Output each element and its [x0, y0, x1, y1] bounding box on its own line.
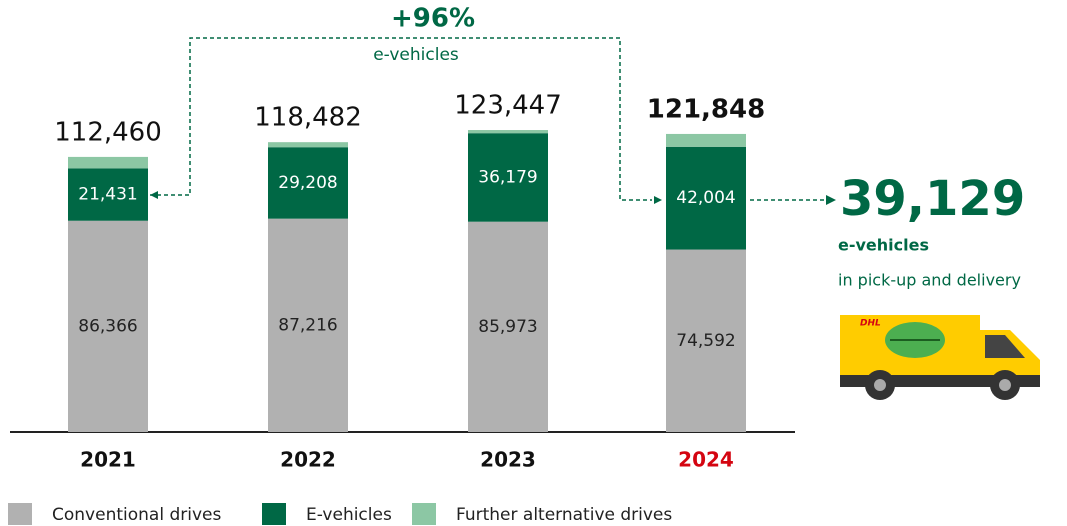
x-tick-label: 2021	[80, 448, 136, 472]
legend-label: Further alternative drives	[456, 505, 672, 525]
bar-segment	[68, 156, 148, 169]
value-label: 42,004	[676, 188, 735, 208]
count-label: 39,129	[840, 171, 1025, 227]
legend-swatch	[8, 503, 32, 525]
growth-connector	[150, 37, 652, 201]
count-detail: in pick-up and delivery	[838, 271, 1021, 290]
van-icon: DHL	[840, 315, 1040, 400]
value-label: 29,208	[278, 173, 337, 193]
bar-segment	[68, 220, 148, 432]
x-tick-label: 2024	[678, 448, 734, 472]
bar-segment	[666, 249, 746, 432]
bar-segment	[666, 133, 746, 147]
bar-segment	[468, 133, 548, 222]
arrow-head	[150, 191, 158, 199]
bar-segment	[268, 218, 348, 432]
bar-segment	[268, 147, 348, 219]
x-tick-label: 2023	[480, 448, 536, 472]
legend-swatch	[412, 503, 436, 525]
arrow-head	[654, 196, 662, 204]
bar-segment	[666, 146, 746, 250]
growth-label: +96%	[391, 4, 475, 34]
value-label: 86,366	[78, 316, 137, 336]
legend-label: Conventional drives	[52, 505, 221, 525]
total-label: 118,482	[254, 103, 362, 133]
value-label: 74,592	[676, 331, 735, 351]
total-label: 123,447	[454, 91, 562, 121]
bar-segment	[468, 130, 548, 134]
x-tick-label: 2022	[280, 448, 336, 472]
value-label: 85,973	[478, 317, 537, 337]
value-label: 21,431	[78, 185, 137, 205]
value-label: 87,216	[278, 315, 337, 335]
bar-segment	[68, 168, 148, 221]
count-note: e-vehicles	[838, 236, 929, 255]
svg-text:DHL: DHL	[860, 319, 881, 329]
value-label: 36,179	[478, 167, 537, 187]
arrow-head	[826, 195, 836, 205]
legend-label: E-vehicles	[306, 505, 392, 525]
total-label: 112,460	[54, 117, 162, 147]
bar-segment	[268, 142, 348, 148]
growth-note: e-vehicles	[373, 45, 459, 65]
total-label: 121,848	[647, 94, 765, 124]
bar-segment	[468, 221, 548, 432]
legend-swatch	[262, 503, 286, 525]
